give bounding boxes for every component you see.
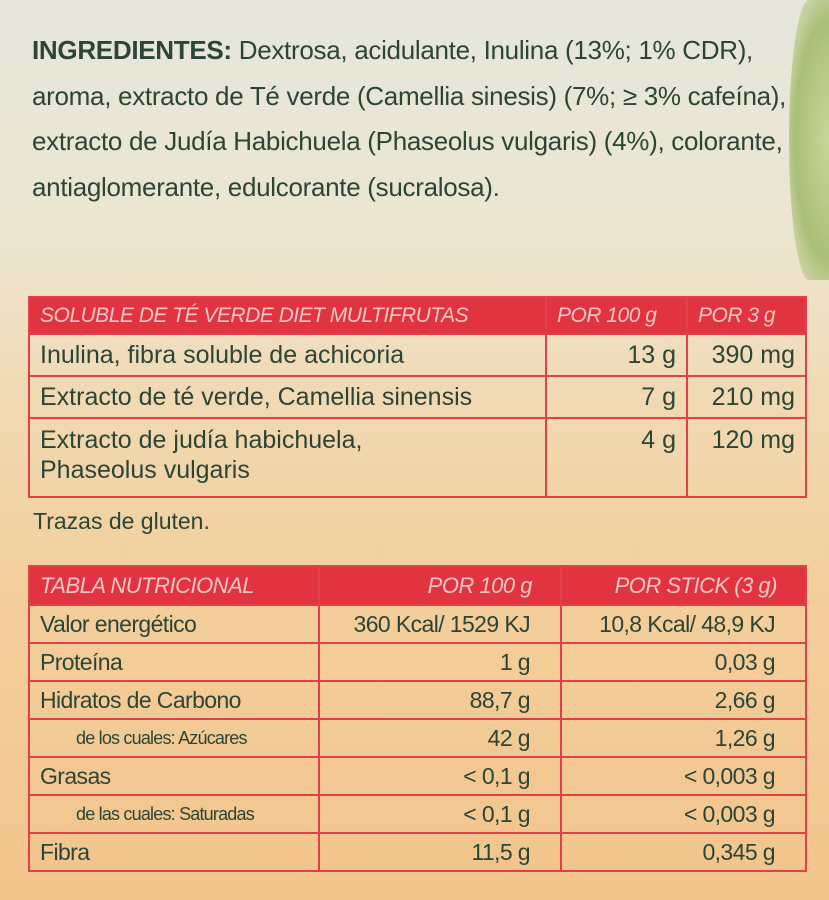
header-per-3g: POR 3 g (686, 296, 807, 335)
row-label: Hidratos de Carbono (28, 680, 320, 720)
row-label: Extracto de té verde, Camellia sinensis (28, 375, 547, 419)
row-per-3g: 390 mg (686, 333, 807, 377)
table-row: Inulina, fibra soluble de achicoria 13 g… (28, 333, 807, 377)
row-per-stick: < 0,003 g (560, 756, 807, 796)
header-per-100g: POR 100 g (545, 296, 688, 335)
row-label: Fibra (28, 832, 320, 872)
table-row: Grasas < 0,1 g < 0,003 g (28, 756, 807, 796)
row-per-stick: 0,345 g (560, 832, 807, 872)
row-per-stick: 10,8 Kcal/ 48,9 KJ (560, 604, 807, 644)
row-label-line1: Extracto de judía habichuela, (40, 426, 363, 454)
table-row: Extracto de judía habichuela, Phaseolus v… (28, 417, 807, 498)
nutrition-table: TABLA NUTRICIONAL POR 100 g POR STICK (3… (28, 565, 807, 872)
row-label-line2: Phaseolus vulgaris (40, 456, 250, 484)
table-row: Fibra 11,5 g 0,345 g (28, 832, 807, 872)
row-label: Extracto de judía habichuela, Phaseolus v… (28, 417, 547, 498)
header-per-100g: POR 100 g (318, 565, 562, 606)
actives-table: SOLUBLE DE TÉ VERDE DIET MULTIFRUTAS POR… (28, 296, 807, 498)
row-label: Inulina, fibra soluble de achicoria (28, 333, 547, 377)
ingredients-label: INGREDIENTES: (32, 35, 232, 65)
row-per-100g: 1 g (318, 642, 562, 682)
ingredients-list: Dextrosa, acidulante, Inulina (13%; 1% C… (32, 35, 787, 202)
row-per-100g: 360 Kcal/ 1529 KJ (318, 604, 562, 644)
row-label: Grasas (28, 756, 320, 796)
row-label: de los cuales: Azúcares (28, 718, 320, 758)
table-header-row: TABLA NUTRICIONAL POR 100 g POR STICK (3… (28, 565, 807, 606)
table-header-row: SOLUBLE DE TÉ VERDE DIET MULTIFRUTAS POR… (28, 296, 807, 335)
table-row: Extracto de té verde, Camellia sinensis … (28, 375, 807, 419)
row-per-3g: 120 mg (686, 417, 807, 498)
row-per-100g: < 0,1 g (318, 756, 562, 796)
row-per-stick: 1,26 g (560, 718, 807, 758)
table-row: Valor energético 360 Kcal/ 1529 KJ 10,8 Kc… (28, 604, 807, 644)
row-per-stick: 0,03 g (560, 642, 807, 682)
row-per-100g: 11,5 g (318, 832, 562, 872)
row-per-stick: 2,66 g (560, 680, 807, 720)
row-per-100g: 42 g (318, 718, 562, 758)
green-leaf-decoration (789, 0, 829, 280)
table-row: de las cuales: Saturadas < 0,1 g < 0,003 g (28, 794, 807, 834)
row-per-100g: 13 g (545, 333, 688, 377)
row-per-100g: 7 g (545, 375, 688, 419)
traces-note: Trazas de gluten. (33, 508, 210, 534)
ingredients-text: INGREDIENTES: Dextrosa, acidulante, Inul… (32, 28, 812, 210)
table-row: Proteína 1 g 0,03 g (28, 642, 807, 682)
row-label: Valor energético (28, 604, 320, 644)
row-per-3g: 210 mg (686, 375, 807, 419)
row-label: Proteína (28, 642, 320, 682)
table-row: Hidratos de Carbono 88,7 g 2,66 g (28, 680, 807, 720)
row-label: de las cuales: Saturadas (28, 794, 320, 834)
row-per-100g: 4 g (545, 417, 688, 498)
header-nutrition: TABLA NUTRICIONAL (28, 565, 320, 606)
header-product: SOLUBLE DE TÉ VERDE DIET MULTIFRUTAS (28, 296, 547, 335)
row-per-stick: < 0,003 g (560, 794, 807, 834)
row-per-100g: 88,7 g (318, 680, 562, 720)
table-row: de los cuales: Azúcares 42 g 1,26 g (28, 718, 807, 758)
row-per-100g: < 0,1 g (318, 794, 562, 834)
header-per-stick: POR STICK (3 g) (560, 565, 807, 606)
